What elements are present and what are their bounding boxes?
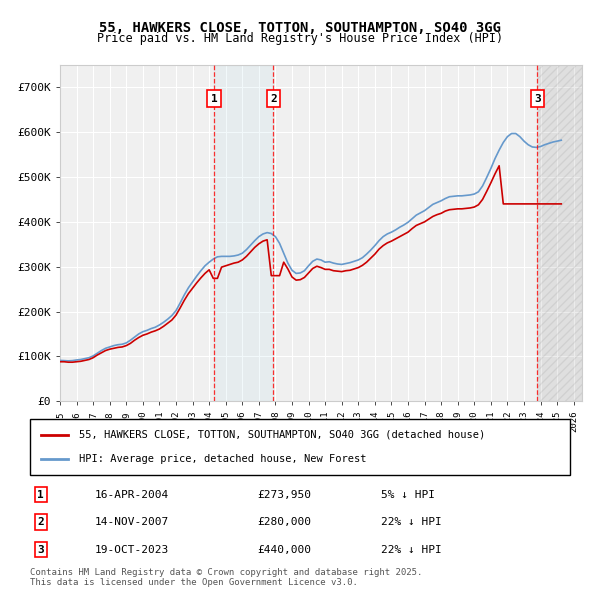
FancyBboxPatch shape [30, 419, 570, 475]
Text: £280,000: £280,000 [257, 517, 311, 527]
Text: 1: 1 [211, 94, 217, 103]
Text: £440,000: £440,000 [257, 545, 311, 555]
Text: 2: 2 [270, 94, 277, 103]
Text: 1: 1 [37, 490, 44, 500]
Text: 3: 3 [37, 545, 44, 555]
Bar [537, 65, 582, 401]
Text: 22% ↓ HPI: 22% ↓ HPI [381, 517, 442, 527]
Text: 16-APR-2004: 16-APR-2004 [95, 490, 169, 500]
Text: £273,950: £273,950 [257, 490, 311, 500]
Text: 22% ↓ HPI: 22% ↓ HPI [381, 545, 442, 555]
Text: 14-NOV-2007: 14-NOV-2007 [95, 517, 169, 527]
Text: 55, HAWKERS CLOSE, TOTTON, SOUTHAMPTON, SO40 3GG: 55, HAWKERS CLOSE, TOTTON, SOUTHAMPTON, … [99, 21, 501, 35]
Text: 2: 2 [37, 517, 44, 527]
Text: 19-OCT-2023: 19-OCT-2023 [95, 545, 169, 555]
Text: Contains HM Land Registry data © Crown copyright and database right 2025.
This d: Contains HM Land Registry data © Crown c… [30, 568, 422, 587]
Text: HPI: Average price, detached house, New Forest: HPI: Average price, detached house, New … [79, 454, 366, 464]
Text: Price paid vs. HM Land Registry's House Price Index (HPI): Price paid vs. HM Land Registry's House … [97, 32, 503, 45]
Bar [214, 65, 273, 401]
Text: 5% ↓ HPI: 5% ↓ HPI [381, 490, 435, 500]
Text: 3: 3 [534, 94, 541, 103]
Text: 55, HAWKERS CLOSE, TOTTON, SOUTHAMPTON, SO40 3GG (detached house): 55, HAWKERS CLOSE, TOTTON, SOUTHAMPTON, … [79, 430, 485, 440]
